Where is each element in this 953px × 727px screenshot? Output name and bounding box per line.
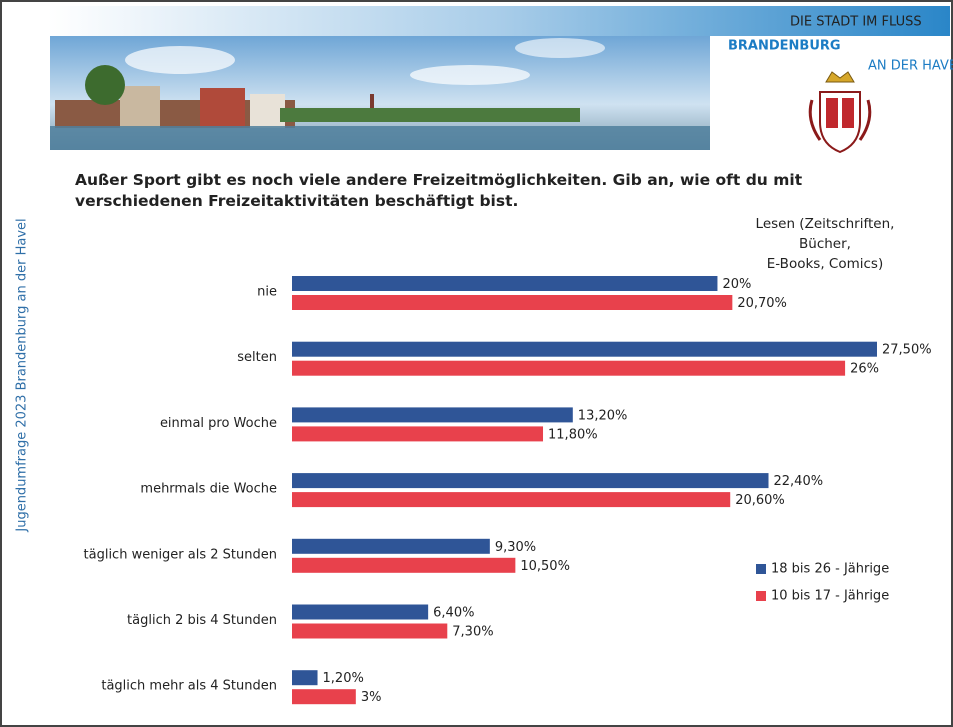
bar: [292, 295, 732, 310]
bar: [292, 492, 730, 507]
value-label: 27,50%: [882, 343, 932, 358]
bar: [292, 361, 845, 376]
category-label: nie: [257, 285, 277, 300]
legend-label: 18 bis 26 - Jährige: [771, 562, 889, 577]
bar: [292, 670, 318, 685]
value-label: 13,20%: [578, 408, 628, 423]
bar: [292, 624, 447, 639]
bar: [292, 342, 877, 357]
value-label: 1,20%: [323, 671, 364, 686]
value-label: 20%: [722, 277, 751, 292]
bar: [292, 558, 515, 573]
chart: DIE STADT IM FLUSS BRANDENBURG AN DER HA…: [0, 0, 953, 727]
logo-tagline: DIE STADT IM FLUSS: [790, 15, 922, 30]
bar: [292, 426, 543, 441]
chart-title: Außer Sport gibt es noch viele andere Fr…: [75, 170, 905, 212]
value-label: 6,40%: [433, 606, 474, 621]
value-label: 20,70%: [737, 296, 787, 311]
category-label: täglich weniger als 2 Stunden: [84, 547, 277, 562]
value-label: 9,30%: [495, 540, 536, 555]
value-label: 7,30%: [452, 625, 493, 640]
value-label: 11,80%: [548, 427, 598, 442]
subtitle-line: Bücher,: [740, 234, 910, 254]
category-label: mehrmals die Woche: [140, 482, 277, 497]
legend-label: 10 bis 17 - Jährige: [771, 589, 889, 604]
bar: [292, 605, 428, 620]
logo-sub: AN DER HAVEL: [868, 59, 953, 74]
value-label: 20,60%: [735, 493, 785, 508]
bar: [292, 539, 490, 554]
logo-name: BRANDENBURG: [728, 39, 841, 54]
value-label: 26%: [850, 362, 879, 377]
side-label: Jugendumfrage 2023 Brandenburg an der Ha…: [15, 218, 30, 532]
value-label: 22,40%: [774, 474, 824, 489]
chart-subtitle: Lesen (Zeitschriften,Bücher,E-Books, Com…: [740, 214, 910, 274]
value-label: 10,50%: [520, 559, 570, 574]
bar: [292, 689, 356, 704]
legend-swatch: [756, 564, 766, 574]
value-label: 3%: [361, 690, 382, 705]
page: DIE STADT IM FLUSS BRANDENBURG AN DER HA…: [0, 0, 953, 727]
bar: [292, 473, 769, 488]
subtitle-line: E-Books, Comics): [740, 254, 910, 274]
legend-swatch: [756, 591, 766, 601]
coat-of-arms: [810, 72, 870, 152]
bar: [292, 276, 717, 291]
category-label: täglich 2 bis 4 Stunden: [127, 613, 277, 628]
subtitle-line: Lesen (Zeitschriften,: [740, 214, 910, 234]
category-label: täglich mehr als 4 Stunden: [101, 679, 277, 694]
category-label: selten: [237, 350, 277, 365]
bar: [292, 407, 573, 422]
category-label: einmal pro Woche: [160, 416, 277, 431]
